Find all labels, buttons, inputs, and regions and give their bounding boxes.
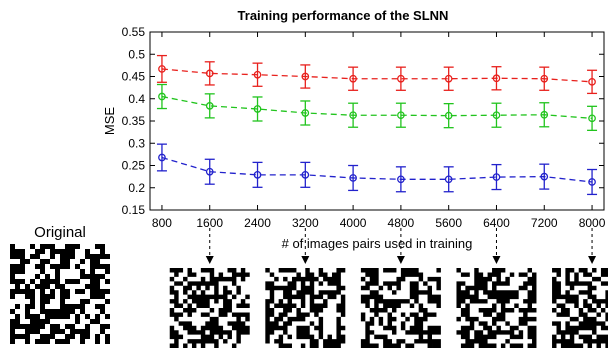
- data-point: [492, 111, 501, 120]
- data-point: [444, 111, 453, 120]
- y-tick-label: 0.4: [128, 92, 145, 106]
- reconstructed-image: [456, 268, 537, 348]
- data-point: [205, 69, 214, 78]
- x-tick-label: 5600: [435, 216, 462, 230]
- y-tick-label: 0.45: [122, 70, 146, 84]
- y-tick-label: 0.15: [122, 203, 146, 217]
- pattern-cells: [265, 268, 346, 348]
- x-tick-label: 1600: [196, 216, 223, 230]
- data-point: [540, 110, 549, 119]
- y-tick-label: 0.5: [128, 47, 145, 61]
- reconstructed-image: [265, 268, 346, 348]
- data-point: [301, 72, 310, 81]
- arrow-head: [205, 256, 214, 264]
- data-point: [158, 153, 166, 162]
- data-point: [158, 92, 166, 101]
- series-group: [156, 54, 598, 196]
- series-line: [161, 156, 593, 183]
- data-point: [444, 175, 453, 184]
- x-axis: 800 1600 2400 3200 4000 4800 5600 6400 7200 8000: [152, 32, 606, 230]
- pattern-cells: [456, 268, 537, 348]
- data-point: [397, 74, 405, 83]
- x-tick-label: 2400: [244, 216, 271, 230]
- data-point: [253, 70, 262, 79]
- y-axis: 0.15 0.2 0.25 0.3 0.35 0.4 0.45 0.5 0.55: [122, 25, 604, 217]
- data-point: [349, 111, 357, 120]
- series-line: [161, 68, 593, 83]
- arrow-head: [588, 256, 597, 264]
- data-point: [205, 102, 214, 110]
- pattern-cells: [360, 268, 441, 348]
- pattern-cells: [10, 244, 110, 344]
- series-2: [156, 143, 598, 196]
- arrow-head: [301, 256, 310, 264]
- data-point: [444, 74, 453, 83]
- x-tick-label: 6400: [483, 216, 510, 230]
- y-tick-label: 0.25: [122, 159, 146, 173]
- data-point: [301, 170, 310, 179]
- original-image: [10, 244, 110, 344]
- data-point: [397, 175, 405, 184]
- reconstructed-images: [169, 228, 610, 348]
- y-tick-label: 0.3: [128, 136, 145, 150]
- x-axis-label: # of images pairs used in training: [282, 236, 473, 251]
- data-point: [540, 172, 549, 181]
- data-point: [349, 74, 357, 83]
- x-tick-label: 8000: [579, 216, 606, 230]
- y-axis-label: MSE: [102, 107, 117, 136]
- data-point: [205, 167, 214, 176]
- plot-area: 0.15 0.2 0.25 0.3 0.35 0.4 0.45 0.5 0.55 800 1600…: [122, 25, 606, 230]
- pattern-background: [360, 268, 441, 348]
- original-pattern: [10, 244, 110, 344]
- y-tick-label: 0.35: [122, 114, 146, 128]
- data-point: [540, 74, 549, 83]
- x-tick-label: 4800: [388, 216, 415, 230]
- arrow-head: [396, 256, 405, 264]
- series-line: [161, 95, 593, 119]
- reconstructed-image: [552, 268, 610, 348]
- x-tick-label: 4000: [340, 216, 367, 230]
- x-tick-label: 3200: [292, 216, 319, 230]
- series-1: [156, 83, 598, 131]
- chart-title: Training performance of the SLNN: [238, 8, 449, 23]
- x-tick-label: 7200: [531, 216, 558, 230]
- data-point: [588, 178, 596, 186]
- original-image-label: Original: [34, 224, 86, 241]
- data-point: [301, 109, 310, 117]
- data-point: [588, 114, 596, 123]
- data-point: [397, 111, 405, 120]
- reconstructed-image: [360, 268, 441, 348]
- plot-frame: [149, 31, 605, 211]
- data-point: [253, 170, 262, 179]
- pattern-cells: [169, 268, 250, 348]
- data-point: [349, 174, 357, 182]
- pattern-cells: [552, 268, 608, 348]
- data-point: [158, 65, 166, 73]
- series-0: [156, 54, 598, 95]
- x-tick-label: 800: [152, 216, 172, 230]
- arrow-head: [492, 256, 501, 264]
- y-tick-label: 0.2: [128, 181, 145, 195]
- y-tick-label: 0.55: [122, 25, 146, 39]
- data-point: [492, 74, 501, 83]
- data-point: [253, 105, 262, 113]
- data-point: [492, 173, 501, 181]
- reconstructed-image: [169, 268, 250, 348]
- data-point: [588, 77, 596, 86]
